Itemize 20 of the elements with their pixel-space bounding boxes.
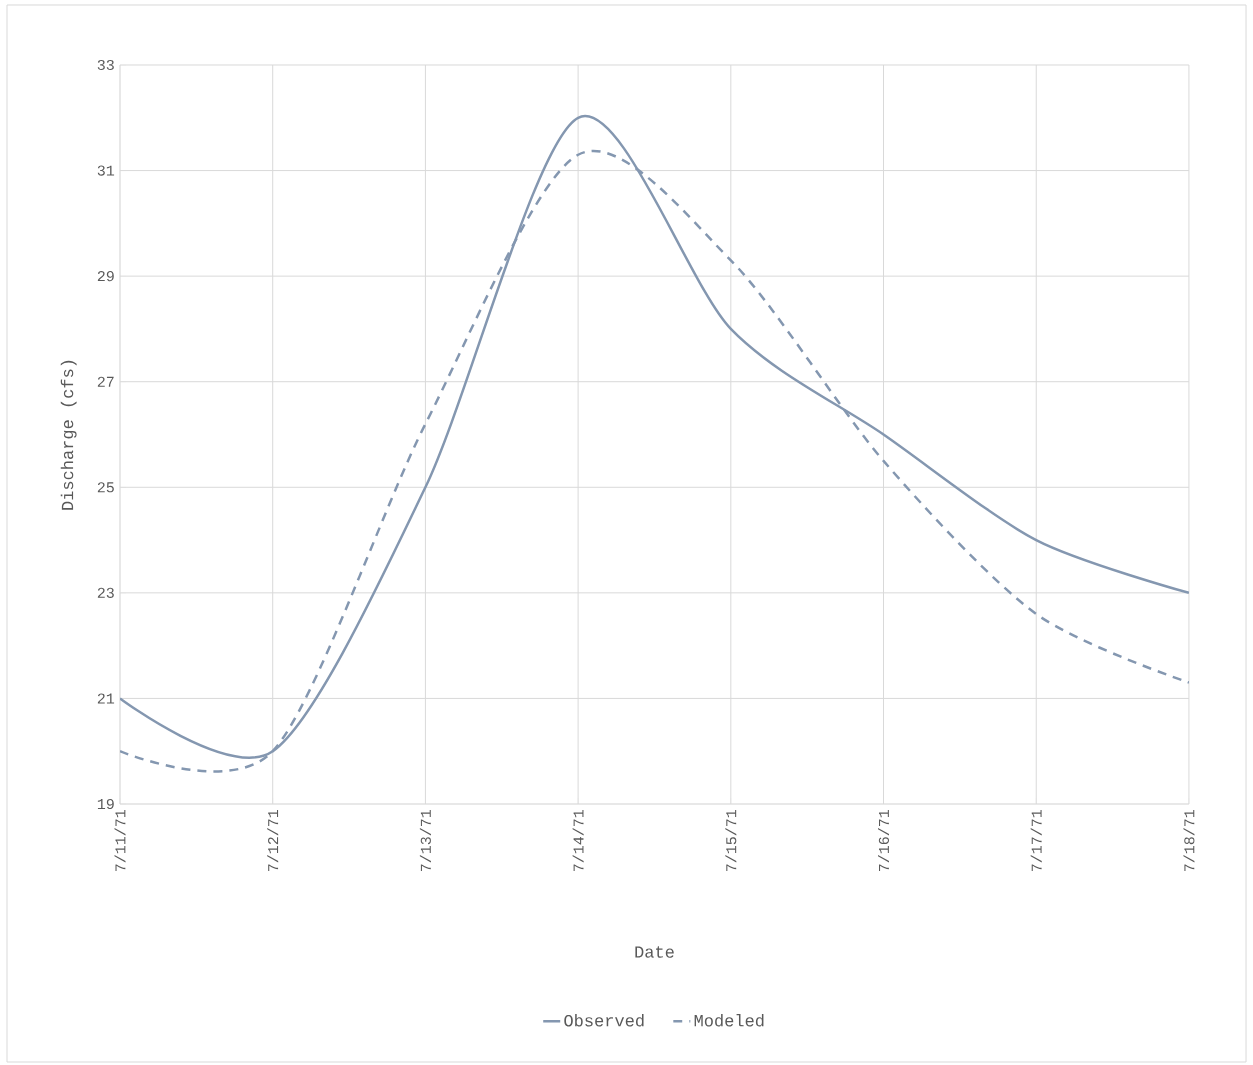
- y-tick-label: 29: [97, 271, 114, 282]
- x-tick-label: 7/11/71: [114, 809, 126, 872]
- x-tick-label: 7/17/71: [1030, 809, 1042, 872]
- x-tick-label: 7/13/71: [419, 809, 431, 872]
- y-tick-label: 21: [97, 693, 115, 704]
- legend-label: Observed: [564, 1013, 644, 1027]
- x-tick-label: 7/14/71: [572, 809, 584, 872]
- y-tick-label: 19: [97, 798, 114, 810]
- x-tick-label: 7/15/71: [725, 809, 737, 872]
- legend-label: Modeled: [694, 1013, 764, 1027]
- y-axis-title: Discharge (cfs): [60, 360, 77, 510]
- y-tick-label: 25: [97, 482, 114, 493]
- y-tick-label: 27: [97, 376, 114, 387]
- x-tick-label: 7/12/71: [267, 809, 279, 872]
- y-tick-label: 23: [97, 587, 114, 598]
- x-tick-label: 7/16/71: [878, 809, 890, 872]
- x-tick-label: 7/18/71: [1183, 809, 1195, 872]
- y-tick-label: 33: [97, 59, 114, 71]
- x-axis-title: Date: [635, 946, 674, 958]
- y-tick-label: 31: [97, 165, 115, 176]
